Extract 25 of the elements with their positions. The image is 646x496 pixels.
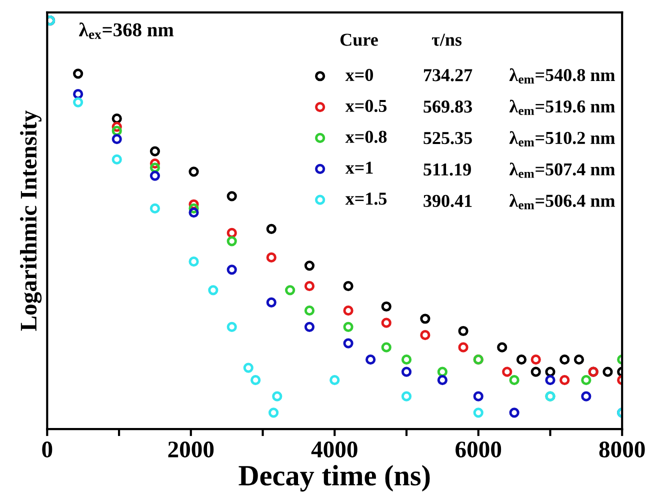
annotation: Cure xyxy=(340,34,378,46)
x-tick-label: 2000 xyxy=(168,442,214,458)
x-tick-label: 8000 xyxy=(599,442,645,458)
legend-label: x=1.5 xyxy=(345,192,387,205)
annotation: λ$_{em}$=519.6 nm xyxy=(509,100,615,116)
legend-label: x=0.8 xyxy=(345,130,387,143)
legend-label: x=1 xyxy=(345,162,373,174)
x-tick-label: 6000 xyxy=(456,442,502,458)
x-tick-label: 4000 xyxy=(311,442,358,458)
x-axis-title: Decay time (ns) xyxy=(238,465,430,492)
legend-label: x=0 xyxy=(345,68,373,82)
annotation: λ$_{em}$=507.4 nm xyxy=(509,162,615,178)
annotation: λ$_{em}$=506.4 nm xyxy=(509,194,615,210)
annotation: 525.35 xyxy=(424,132,472,144)
legend-label: x=0.5 xyxy=(345,100,387,112)
annotation: λ$_{em}$=510.2 nm xyxy=(509,131,615,146)
annotation: 569.83 xyxy=(424,100,472,113)
annotation: τ/ns xyxy=(432,34,462,46)
x-tick-label: 0 xyxy=(42,442,52,458)
y-axis-title: Logarithmic Intensity xyxy=(20,110,42,331)
annotation: λ$_{em}$=540.8 nm xyxy=(509,68,615,84)
annotation: 734.27 xyxy=(424,69,472,82)
annotation: 390.41 xyxy=(424,194,472,208)
annotation: 511.19 xyxy=(424,163,471,176)
annotation: λ$_{ex}$=368 nm xyxy=(79,22,174,39)
